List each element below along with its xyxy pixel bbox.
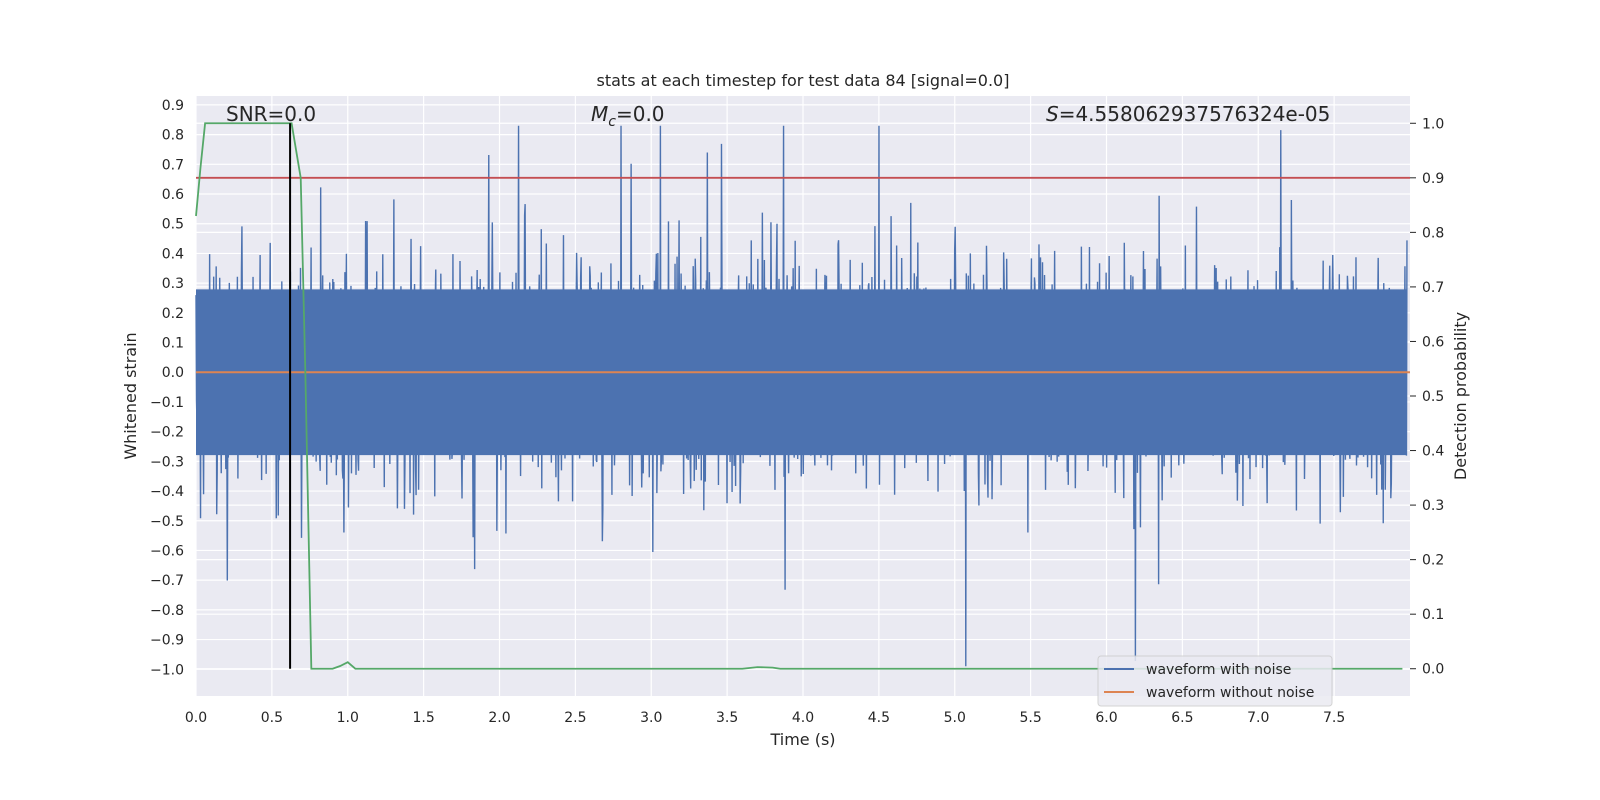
- x-tick-label: 5.5: [1019, 710, 1041, 726]
- annotation-s-value: =4.558062937576324e-05: [1059, 102, 1331, 126]
- x-tick-label: 4.5: [868, 710, 890, 726]
- y2-tick-label: 0.4: [1422, 444, 1444, 460]
- annotation-s: S=4.558062937576324e-05: [1046, 102, 1330, 126]
- y2-axis-label: Detection probability: [1451, 312, 1470, 480]
- detection-probability-line: [195, 122, 1403, 670]
- y-tick-label: −0.5: [150, 514, 184, 530]
- y2-tick-label: 1.0: [1422, 116, 1444, 132]
- y-tick-label: 0.7: [162, 157, 184, 173]
- y2-tick-label: 0.6: [1422, 334, 1444, 350]
- chart-title: stats at each timestep for test data 84 …: [597, 71, 1010, 90]
- x-tick-label: 7.5: [1323, 710, 1345, 726]
- x-tick-label: 0.0: [185, 710, 207, 726]
- y2-tick-label: 0.0: [1422, 662, 1444, 678]
- x-tick-label: 7.0: [1247, 710, 1269, 726]
- y-tick-label: −0.8: [150, 603, 184, 619]
- y2-tick-label: 0.7: [1422, 280, 1444, 296]
- series-lines: [195, 122, 1410, 670]
- y-tick-label: 0.5: [162, 217, 184, 233]
- y-tick-label: −0.4: [150, 484, 184, 500]
- x-tick-label: 3.0: [640, 710, 662, 726]
- x-tick-label: 0.5: [261, 710, 283, 726]
- annotation-chirp-mass: Mc=0.0: [591, 102, 665, 130]
- y-tick-label: −0.2: [150, 425, 184, 441]
- annotation-mc-subscript: c: [608, 114, 616, 130]
- y-tick-label: −0.7: [150, 573, 184, 589]
- legend: waveform with noise waveform without nois…: [1097, 655, 1333, 707]
- annotation-s-symbol: S: [1046, 102, 1059, 126]
- y-tick-label: −0.1: [150, 395, 184, 411]
- x-tick-label: 6.5: [1171, 710, 1193, 726]
- y2-tick-label: 0.1: [1422, 607, 1444, 623]
- y-tick-label: −1.0: [150, 662, 184, 678]
- y-tick-label: 0.8: [162, 128, 184, 144]
- y-tick-label: 0.2: [162, 306, 184, 322]
- annotation-snr: SNR=0.0: [226, 102, 316, 126]
- legend-label: waveform without noise: [1146, 685, 1314, 701]
- annotation-mc-symbol: M: [591, 102, 608, 126]
- y-tick-label: 0.0: [162, 365, 184, 381]
- y2-tick-label: 0.8: [1422, 225, 1444, 241]
- annotation-mc-value: =0.0: [616, 102, 665, 126]
- x-tick-label: 1.5: [412, 710, 434, 726]
- y2-tick-label: 0.3: [1422, 498, 1444, 514]
- y-tick-label: 0.6: [162, 187, 184, 203]
- y-tick-label: 0.9: [162, 98, 184, 114]
- y-tick-label: 0.4: [162, 246, 184, 262]
- x-tick-label: 2.5: [564, 710, 586, 726]
- y-axis-label: Whitened strain: [121, 332, 140, 459]
- y-tick-label: −0.9: [150, 633, 184, 649]
- y-tick-label: −0.6: [150, 543, 184, 559]
- y-tick-label: 0.1: [162, 336, 184, 352]
- y2-tick-label: 0.9: [1422, 171, 1444, 187]
- y-tick-label: −0.3: [150, 454, 184, 470]
- x-tick-label: 1.0: [337, 710, 359, 726]
- y2-tick-label: 0.5: [1422, 389, 1444, 405]
- x-tick-label: 5.0: [944, 710, 966, 726]
- y2-tick-label: 0.2: [1422, 553, 1444, 569]
- x-tick-label: 3.5: [716, 710, 738, 726]
- x-tick-label: 4.0: [792, 710, 814, 726]
- legend-box: [1097, 655, 1333, 707]
- y-tick-label: 0.3: [162, 276, 184, 292]
- legend-label: waveform with noise: [1146, 662, 1291, 678]
- x-tick-label: 2.0: [488, 710, 510, 726]
- x-tick-label: 6.0: [1095, 710, 1117, 726]
- x-axis-label: Time (s): [769, 730, 835, 749]
- tick-labels: 0.0 0.5 1.0 1.5 2.0 2.5 3.0 3.5 4.0 4.5 5.0 5.5 6.0 6…: [150, 98, 1444, 726]
